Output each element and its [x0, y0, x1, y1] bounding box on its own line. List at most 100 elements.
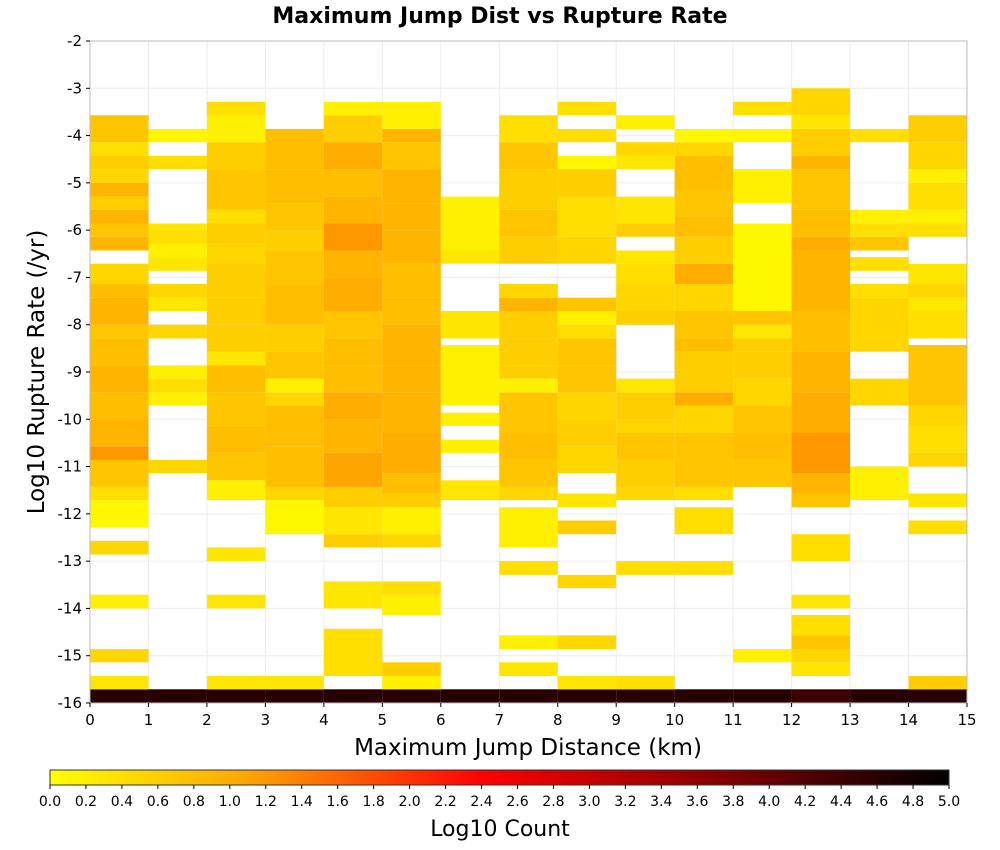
y-tick-label: -14: [58, 599, 83, 617]
heatmap-cell: [323, 196, 383, 224]
heatmap-cell: [499, 115, 558, 143]
x-tick-label: 1: [144, 711, 154, 729]
colorbar: [49, 769, 950, 786]
heatmap-cell: [90, 284, 149, 298]
heatmap-cell: [908, 223, 967, 237]
heatmap-cell: [265, 486, 324, 501]
heatmap-cell: [206, 142, 266, 170]
heatmap-cell: [148, 230, 207, 244]
heatmap-cell: [557, 311, 617, 325]
heatmap-cell: [791, 635, 851, 650]
heatmap-cell: [206, 297, 266, 325]
heatmap-cell: [382, 392, 441, 433]
heatmap-cell: [148, 257, 207, 271]
colorbar-tick-label: 4.6: [866, 794, 888, 810]
colorbar-tick-label: 4.4: [830, 794, 852, 810]
heatmap-cell: [791, 311, 851, 352]
heatmap-cell: [382, 297, 441, 325]
heatmap-cell: [733, 378, 792, 406]
colorbar-tick-label: 4.0: [758, 794, 780, 810]
heatmap-cell: [557, 324, 617, 339]
heatmap-cell: [499, 507, 558, 548]
x-tick-label: 6: [436, 711, 446, 729]
heatmap-cell: [265, 378, 324, 393]
colorbar-tick-label: 2.2: [434, 794, 456, 810]
heatmap-cell: [733, 459, 792, 487]
heatmap-cell: [733, 338, 792, 352]
heatmap-cell: [791, 689, 851, 703]
heatmap-cell: [616, 250, 675, 264]
heatmap-cell: [791, 493, 851, 508]
x-tick-label: 4: [319, 711, 329, 729]
heatmap-cell: [323, 581, 383, 609]
heatmap-cell: [148, 223, 207, 231]
heatmap-cell: [791, 473, 851, 494]
heatmap-cell: [148, 128, 207, 143]
heatmap-cell: [791, 209, 851, 237]
heatmap-cell: [499, 284, 558, 298]
colorbar-tick-label: 3.0: [578, 794, 600, 810]
heatmap-cell: [499, 561, 558, 575]
heatmap-cell: [382, 581, 441, 595]
heatmap-cell: [908, 115, 967, 143]
heatmap-cell: [733, 311, 792, 325]
heatmap-cell: [148, 459, 207, 474]
heatmap-cell: [674, 284, 734, 311]
colorbar-ticks: 0.0 0.2 0.4 0.6 0.8 1.0 1.2 1.4 1.6 1.8 2.0 2.2 2.4 2…: [39, 785, 960, 810]
heatmap-cell: [616, 689, 675, 703]
heatmap-cell: [265, 689, 324, 703]
heatmap-cell: [557, 236, 617, 264]
heatmap-cell: [616, 433, 675, 460]
heatmap-cell: [90, 392, 149, 420]
y-axis-ticks: -2 -3 -4 -5 -6 -7 -8 -9 -10 -11 -12 -13 -14 -15 -16: [58, 32, 90, 712]
heatmap-cell: [557, 297, 617, 311]
y-tick-label: -13: [58, 552, 83, 570]
heatmap-cell: [674, 351, 734, 393]
heatmap-cell: [791, 433, 851, 474]
heatmap-cell: [908, 142, 967, 170]
heatmap-cell: [733, 169, 792, 204]
x-axis-label: Maximum Jump Distance (km): [354, 735, 702, 761]
heatmap-cell: [323, 452, 383, 487]
heatmap-cell: [90, 540, 149, 555]
heatmap-cell: [90, 459, 149, 487]
heatmap-cells: [90, 88, 967, 703]
heatmap-cell: [616, 311, 675, 325]
heatmap-cell: [206, 689, 266, 703]
heatmap-cell: [616, 115, 675, 129]
heatmap-cell: [440, 345, 500, 406]
heatmap-cell: [90, 446, 149, 460]
heatmap-cell: [733, 689, 792, 703]
y-tick-label: -3: [67, 79, 82, 97]
heatmap-cell: [323, 507, 383, 535]
y-tick-label: -10: [58, 410, 83, 428]
heatmap-cell: [499, 236, 558, 264]
heatmap-cell: [323, 277, 383, 311]
heatmap-cell: [323, 365, 383, 393]
heatmap-cell: [265, 230, 324, 251]
heatmap-cell: [323, 419, 383, 453]
heatmap-cell: [674, 338, 734, 352]
y-tick-label: -4: [67, 127, 82, 145]
heatmap-cell: [148, 392, 207, 406]
heatmap-cell: [733, 405, 792, 433]
heatmap-cell: [791, 649, 851, 663]
heatmap-cell: [733, 433, 792, 460]
heatmap-cell: [440, 196, 500, 251]
y-tick-label: -12: [58, 505, 83, 523]
heatmap-cell: [148, 324, 207, 339]
heatmap-cell: [90, 182, 149, 197]
heatmap-cell: [850, 128, 909, 143]
colorbar-tick-label: 0.4: [111, 794, 133, 810]
colorbar-tick-label: 2.6: [506, 794, 528, 810]
heatmap-cell: [323, 142, 383, 170]
heatmap-cell: [791, 351, 851, 393]
y-tick-label: -5: [67, 174, 82, 192]
heatmap-cell: [323, 392, 383, 420]
colorbar-tick-label: 3.6: [686, 794, 708, 810]
heatmap-cell: [90, 419, 149, 447]
colorbar-tick-label: 2.0: [398, 794, 420, 810]
heatmap-cell: [616, 419, 675, 433]
heatmap-cell: [90, 649, 149, 663]
heatmap-cell: [499, 689, 558, 703]
